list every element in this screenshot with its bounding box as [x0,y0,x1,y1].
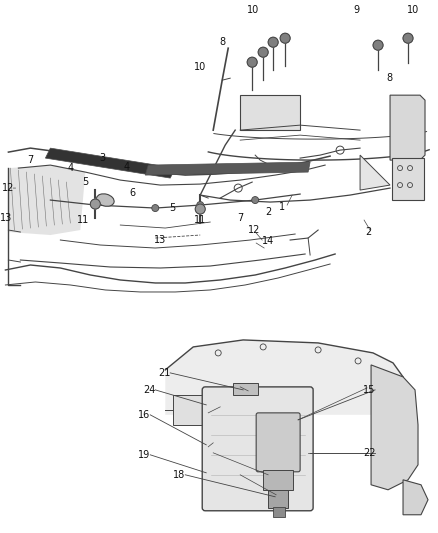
Circle shape [280,33,290,43]
Text: 8: 8 [219,37,225,47]
Text: 9: 9 [353,5,359,15]
Text: 2: 2 [365,227,371,237]
Text: 3: 3 [99,153,106,163]
Polygon shape [360,155,390,190]
Text: 4: 4 [67,163,74,173]
FancyBboxPatch shape [256,413,300,472]
Text: 22: 22 [363,448,375,458]
Circle shape [152,205,159,212]
Polygon shape [403,480,428,515]
Bar [263,470,293,490]
Polygon shape [390,95,425,160]
Text: 12: 12 [2,183,14,193]
Circle shape [258,47,268,57]
Text: 14: 14 [262,236,274,246]
FancyBboxPatch shape [202,387,313,511]
Circle shape [268,37,278,47]
Bar [273,507,285,517]
Circle shape [92,200,99,207]
Text: 5: 5 [82,177,88,187]
Circle shape [90,199,100,209]
Text: 13: 13 [154,235,166,245]
Text: 4: 4 [123,162,129,172]
Polygon shape [173,395,205,425]
Text: 11: 11 [194,215,206,225]
Text: 1: 1 [279,202,285,212]
Text: 11: 11 [77,215,89,225]
Text: 5: 5 [169,203,175,213]
Text: 12: 12 [248,225,260,235]
Text: 10: 10 [247,5,259,15]
Bar [233,383,258,395]
Text: 18: 18 [173,470,186,480]
Text: 24: 24 [143,385,155,395]
Polygon shape [8,165,85,235]
Text: 15: 15 [363,385,375,395]
Circle shape [195,204,205,214]
Bar [268,490,288,508]
Ellipse shape [96,194,114,206]
Text: 8: 8 [386,73,392,83]
Polygon shape [371,365,418,490]
Text: 7: 7 [237,213,244,223]
Circle shape [247,57,257,67]
Text: 6: 6 [129,188,135,198]
Text: 2: 2 [265,207,271,217]
Polygon shape [46,148,175,178]
Bar [392,158,424,200]
Circle shape [252,197,259,204]
Text: 19: 19 [138,450,151,460]
Circle shape [373,40,383,50]
Text: 13: 13 [0,213,13,223]
Text: 10: 10 [194,62,206,72]
Bar [240,95,300,130]
Text: 16: 16 [138,410,151,420]
Polygon shape [145,162,310,175]
Text: 7: 7 [27,155,33,165]
Circle shape [197,201,204,208]
Polygon shape [165,340,403,415]
Text: 21: 21 [158,368,171,378]
Circle shape [403,33,413,43]
Text: 10: 10 [407,5,419,15]
